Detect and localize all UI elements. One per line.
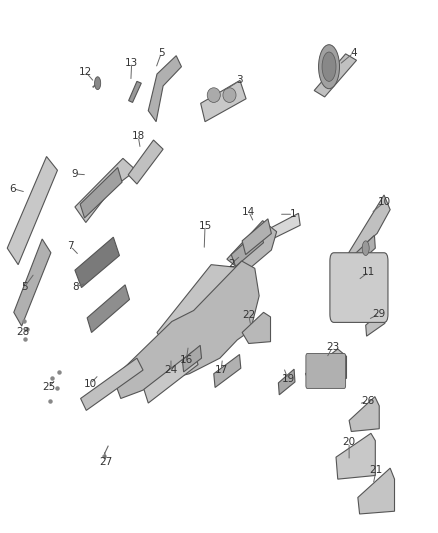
Text: 8: 8 — [72, 281, 79, 292]
Polygon shape — [345, 195, 390, 273]
Polygon shape — [349, 397, 379, 432]
Circle shape — [362, 241, 369, 255]
Text: 2: 2 — [228, 259, 234, 269]
Polygon shape — [87, 285, 130, 333]
Polygon shape — [355, 236, 375, 265]
Text: 29: 29 — [372, 309, 385, 319]
Text: 19: 19 — [281, 374, 295, 384]
Text: 26: 26 — [361, 396, 374, 406]
Text: 23: 23 — [326, 342, 339, 352]
Polygon shape — [75, 237, 120, 288]
Polygon shape — [113, 261, 259, 399]
Text: 18: 18 — [131, 131, 145, 141]
Polygon shape — [242, 312, 271, 343]
Text: 6: 6 — [10, 183, 16, 193]
Polygon shape — [358, 468, 395, 514]
Text: 5: 5 — [21, 281, 28, 292]
Text: 21: 21 — [370, 465, 383, 475]
Polygon shape — [214, 354, 241, 387]
Ellipse shape — [223, 88, 236, 102]
Circle shape — [322, 52, 336, 82]
Polygon shape — [14, 239, 51, 326]
Text: 11: 11 — [362, 267, 375, 277]
Text: 15: 15 — [198, 221, 212, 231]
Polygon shape — [271, 213, 300, 239]
Text: 13: 13 — [125, 58, 138, 68]
Text: 5: 5 — [158, 48, 165, 58]
Text: 1: 1 — [290, 209, 297, 219]
Polygon shape — [336, 433, 375, 479]
Polygon shape — [182, 345, 201, 372]
Polygon shape — [80, 167, 122, 218]
Polygon shape — [75, 158, 136, 222]
Text: 20: 20 — [343, 438, 356, 448]
Text: 14: 14 — [242, 206, 255, 216]
Polygon shape — [81, 358, 143, 410]
Circle shape — [318, 45, 339, 88]
Polygon shape — [305, 349, 346, 386]
Text: 16: 16 — [180, 355, 193, 365]
Polygon shape — [128, 140, 163, 184]
Polygon shape — [129, 82, 141, 102]
Text: 24: 24 — [164, 365, 177, 375]
Text: 25: 25 — [42, 383, 55, 392]
Text: 10: 10 — [378, 197, 391, 207]
FancyBboxPatch shape — [306, 353, 346, 389]
Polygon shape — [227, 221, 277, 273]
Text: 27: 27 — [99, 457, 112, 467]
Polygon shape — [314, 54, 357, 97]
Text: 17: 17 — [215, 365, 228, 375]
Text: 7: 7 — [67, 241, 74, 252]
Polygon shape — [366, 311, 385, 336]
FancyBboxPatch shape — [330, 253, 388, 322]
Text: 4: 4 — [350, 48, 357, 58]
Polygon shape — [231, 230, 264, 266]
Text: 3: 3 — [237, 76, 243, 85]
Polygon shape — [201, 80, 246, 122]
Polygon shape — [7, 157, 57, 265]
Text: 10: 10 — [84, 379, 97, 389]
Circle shape — [95, 77, 101, 90]
Text: 22: 22 — [242, 310, 255, 320]
Text: 9: 9 — [71, 169, 78, 179]
Ellipse shape — [207, 88, 220, 102]
Polygon shape — [242, 219, 272, 255]
Polygon shape — [279, 369, 295, 395]
Text: 12: 12 — [79, 67, 92, 77]
Text: 28: 28 — [16, 327, 29, 337]
Polygon shape — [144, 351, 198, 403]
Polygon shape — [157, 265, 246, 347]
Polygon shape — [148, 55, 181, 122]
